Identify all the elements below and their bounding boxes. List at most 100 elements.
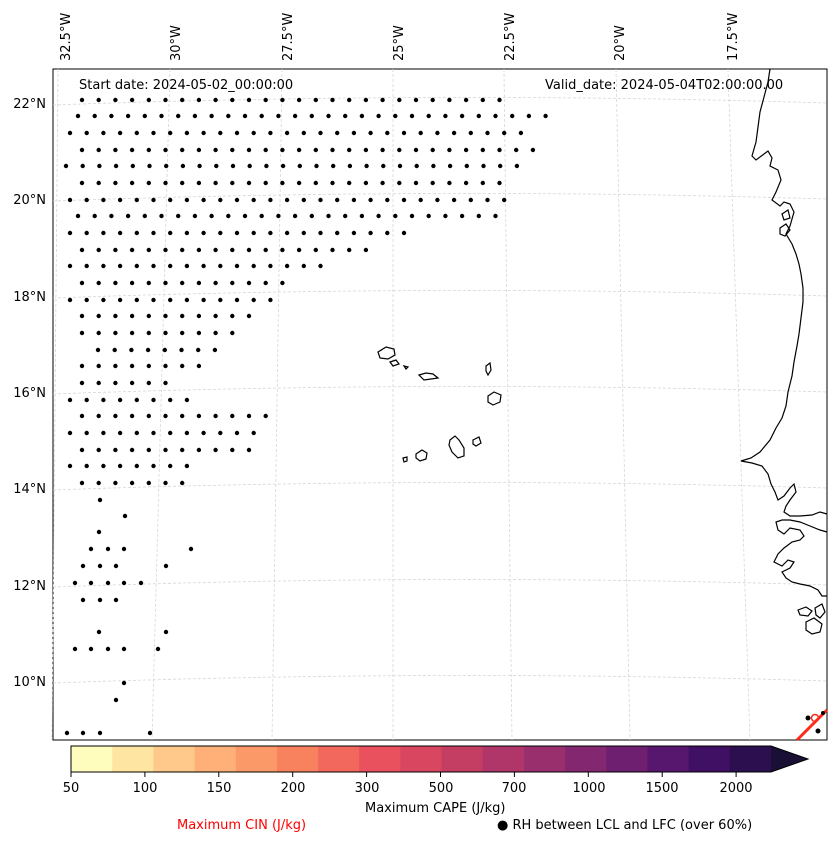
rh-dots-layer (63, 97, 548, 736)
rh-dot (463, 97, 469, 103)
rh-dot (330, 180, 335, 186)
rh-dot (113, 147, 118, 153)
graticule-meridian (271, 68, 283, 741)
rh-dot (218, 230, 223, 236)
rh-dot (163, 180, 168, 186)
rh-dot (180, 163, 186, 169)
rh-dot (105, 580, 111, 586)
rh-dot (146, 363, 151, 369)
rh-dot (530, 147, 536, 153)
rh-dot (196, 447, 202, 453)
rh-dot (96, 363, 101, 369)
rh-dot (292, 113, 298, 119)
colorbar-cell (318, 746, 360, 772)
rh-dot (79, 280, 85, 286)
rh-dot (526, 113, 532, 119)
rh-dot (84, 430, 89, 436)
rh-dot (168, 263, 173, 269)
rh-dot (96, 413, 101, 419)
lat-label-12n: 12°N (13, 579, 46, 594)
rh-dot (113, 697, 119, 703)
rh-dot (510, 113, 515, 119)
rh-dot (246, 247, 252, 253)
rh-dot (230, 447, 235, 453)
rh-dot (476, 213, 481, 219)
rh-dot (263, 97, 268, 103)
rh-dot (447, 147, 452, 153)
rh-dot (129, 147, 135, 153)
lat-label-22n: 22°N (13, 97, 46, 112)
rh-dot (196, 363, 202, 369)
rh-dot (129, 363, 135, 369)
rh-dot (163, 563, 169, 569)
rh-dot (79, 413, 85, 419)
rh-dot (201, 263, 206, 269)
rh-dot (163, 447, 168, 453)
rh-dot (313, 247, 318, 253)
rh-dot (296, 97, 302, 103)
rh-dot (80, 163, 85, 169)
rh-dot (497, 97, 502, 103)
coast-guinea (797, 606, 813, 617)
rh-dot (96, 380, 101, 386)
rh-dot (125, 113, 131, 119)
rh-dot (351, 230, 357, 236)
rh-dot (201, 230, 206, 236)
rh-dot (493, 213, 498, 219)
rh-dot (117, 297, 123, 303)
rh-dot (145, 347, 151, 353)
rh-dot (218, 263, 223, 269)
rh-dot (401, 130, 407, 136)
start-date-label: Start date: 2024-05-02_00:00:00 (79, 78, 294, 93)
rh-dot (480, 97, 485, 103)
rh-dot (67, 463, 73, 469)
rh-dot (184, 397, 190, 403)
rh-dot (72, 646, 78, 652)
rh-dot (347, 180, 352, 186)
rh-dot (234, 430, 240, 436)
rh-dot (134, 397, 139, 403)
rh-dot (385, 197, 390, 203)
colorbar-cell (647, 746, 690, 772)
rh-dot (363, 247, 369, 253)
rh-dot (179, 347, 184, 353)
rh-dot (88, 546, 94, 552)
rh-dot (296, 247, 302, 253)
rh-dot (180, 280, 185, 286)
rh-dot (101, 297, 106, 303)
rh-dot (335, 197, 340, 203)
rh-dot (92, 213, 97, 219)
rh-dot (313, 180, 318, 186)
rh-dot (96, 330, 101, 336)
rh-dot (146, 480, 151, 486)
rh-dot (112, 347, 117, 353)
colorbar-title: Maximum CAPE (J/kg) (365, 801, 506, 816)
rh-dot (246, 97, 252, 103)
cin-legend-label: Maximum CIN (J/kg) (177, 818, 307, 833)
rh-dot (213, 447, 218, 453)
rh-dot (113, 413, 118, 419)
lat-label-14n: 14°N (13, 482, 46, 497)
rh-dot (246, 313, 252, 319)
rh-dot (113, 180, 118, 186)
rh-dot (213, 413, 218, 419)
rh-dot (309, 213, 314, 219)
colorbar-tick-label: 50 (62, 781, 80, 796)
rh-dot (168, 197, 173, 203)
rh-dot (129, 330, 135, 336)
rh-dot (263, 413, 268, 419)
rh-dot (121, 646, 127, 652)
rh-dot (67, 130, 73, 136)
rh-dot (301, 130, 306, 136)
rh-dot (196, 247, 202, 253)
rh-dot (67, 297, 73, 303)
rh-dot (201, 197, 206, 203)
rh-dot (213, 280, 218, 286)
rh-dot (301, 197, 306, 203)
island-sao-nicolau (417, 372, 440, 381)
rh-dot (163, 97, 168, 103)
rh-dot (113, 280, 118, 286)
rh-dot (67, 397, 73, 403)
rh-dot (105, 546, 111, 552)
rh-dot (97, 597, 103, 603)
